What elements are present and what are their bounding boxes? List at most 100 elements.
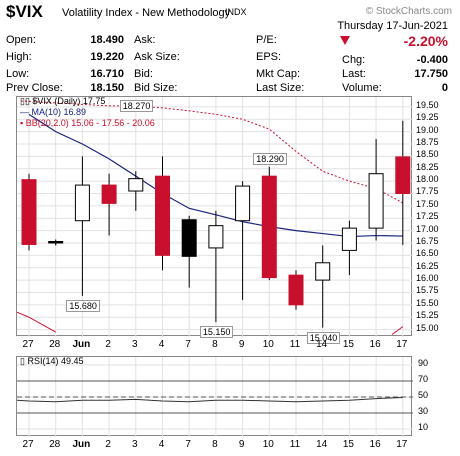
chg-label: Chg: [342, 54, 366, 66]
price-legend: ▯▯ $VIX (Daily) 17.75 [20, 96, 105, 107]
quote-date: Thursday 17-Jun-2021 [337, 20, 448, 32]
x-tick-label: 17 [396, 339, 408, 350]
price-y-tick-label: 15.25 [416, 310, 439, 321]
bb-legend-text: BB(20,2.0) 15.06 - 17.56 - 20.06 [25, 118, 155, 128]
x-tick-label: 16 [369, 439, 381, 450]
x-tick-label: 2 [105, 339, 111, 350]
candle-body [101, 184, 117, 204]
x-tick-label: 4 [158, 339, 165, 350]
rsi-line [17, 396, 403, 403]
x-tick-label: 16 [369, 339, 381, 350]
price-y-tick-label: 17.25 [416, 211, 439, 222]
volume-label: Volume: [342, 82, 382, 94]
down-arrow-icon [340, 36, 350, 45]
price-y-tick-label: 17.00 [416, 223, 439, 234]
rsi-y-tick-label: 50 [418, 390, 429, 400]
price-y-tick-label: 15.50 [416, 297, 439, 308]
open-label: Open: [6, 34, 36, 46]
open-value: 18.490 [90, 34, 124, 46]
candle-body [261, 175, 277, 279]
eps-label: EPS: [256, 51, 282, 63]
candle-body [128, 178, 144, 192]
low-label: Low: [6, 68, 30, 80]
last-value: 17.750 [414, 68, 448, 80]
x-tick-label: 10 [262, 339, 274, 350]
price-annotation: 18.270 [119, 99, 154, 112]
last-label: Last: [342, 68, 366, 80]
price-annotation: 15.150 [199, 326, 234, 339]
symbol-title: $VIX [6, 2, 43, 21]
rsi-svg [17, 357, 413, 437]
rsi-y-tick-label: 30 [418, 406, 429, 416]
x-tick-label: 3 [132, 339, 138, 350]
candle-body [74, 184, 90, 222]
candle-body [208, 225, 224, 249]
x-tick-label: 3 [132, 439, 138, 450]
candle-body [21, 179, 37, 245]
price-y-tick-label: 16.00 [416, 273, 439, 284]
x-tick-label: 8 [212, 339, 218, 350]
bollinger-upper-band [20, 100, 404, 204]
ask-size-label: Ask Size: [134, 51, 180, 63]
low-value: 16.710 [90, 68, 124, 80]
price-chart[interactable]: ▯▯ $VIX (Daily) 17.75 — MA(10) 16.89 ▪ B… [16, 96, 413, 344]
candle-body [288, 274, 304, 306]
price-y-tick-label: 18.50 [416, 149, 439, 160]
bollinger-lower-band-right [391, 326, 404, 335]
ma-legend-text: MA(10) 16.89 [31, 107, 87, 117]
x-tick-label: 8 [212, 439, 218, 450]
ask-label: Ask: [134, 34, 156, 46]
bollinger-lower-band-left [17, 311, 56, 333]
x-tick-label: Jun [72, 339, 91, 350]
quote-panel: Thursday 17-Jun-2021 -2.20% Open: 18.490… [6, 20, 454, 96]
x-tick-label: 28 [49, 439, 61, 450]
price-y-tick-label: 18.00 [416, 174, 439, 185]
chg-value: -0.400 [416, 54, 448, 66]
price-annotation: 15.040 [306, 331, 341, 344]
x-tick-label: 10 [262, 439, 274, 450]
x-tick-label: 15 [342, 339, 354, 350]
chart-header: $VIX Volatility Index - New Methodology … [6, 2, 454, 22]
volume-value: 0 [441, 82, 448, 94]
change-percent: -2.20% [403, 33, 448, 49]
rsi-panel[interactable]: ▯ RSI(14) 49.45 [16, 356, 413, 437]
x-tick-label: 14 [316, 339, 328, 350]
x-tick-label: 9 [238, 339, 245, 350]
x-tick-label: 27 [22, 339, 34, 350]
high-label: High: [6, 51, 32, 63]
ma-legend: — MA(10) 16.89 [20, 107, 87, 117]
price-y-tick-label: 18.75 [416, 137, 439, 147]
candle-legend-icon: ▯▯ [20, 96, 33, 106]
candle-body [235, 185, 251, 222]
candle-body [315, 262, 331, 281]
rsi-legend-text: RSI(14) 49.45 [27, 356, 84, 366]
prev-close-label: Prev Close: [6, 82, 63, 94]
rsi-legend-icon: ▯ [20, 356, 28, 366]
price-y-tick-label: 16.75 [416, 235, 439, 246]
candle-body [368, 173, 384, 229]
candle-body [155, 175, 170, 256]
x-tick-label: 7 [185, 439, 191, 450]
candle-body [48, 240, 64, 244]
bb-legend: ▪ BB(20,2.0) 15.06 - 17.56 - 20.06 [20, 118, 155, 128]
price-chart-svg [17, 97, 413, 337]
exchange-label: INDX [225, 7, 247, 17]
security-name: Volatility Index - New Methodology [62, 7, 231, 19]
price-y-tick-label: 17.75 [416, 186, 439, 197]
price-annotation: 18.290 [253, 152, 287, 165]
rsi-y-tick-label: 90 [418, 358, 429, 368]
candle-body [341, 227, 357, 251]
price-y-tick-label: 18.25 [416, 161, 439, 172]
bid-size-label: Bid Size: [134, 82, 178, 94]
price-y-tick-label: 15.75 [416, 285, 439, 296]
stockcharts-logo[interactable]: © StockCharts.com [365, 6, 452, 17]
candle-body [181, 219, 197, 257]
mkt-cap-label: Mkt Cap: [256, 68, 301, 80]
x-tick-label: 2 [105, 439, 111, 450]
price-y-tick-label: 17.50 [416, 198, 439, 209]
x-tick-label: 9 [238, 439, 245, 450]
price-y-tick-label: 15.00 [416, 322, 439, 333]
x-tick-label: 15 [342, 439, 354, 450]
x-tick-label: 28 [49, 339, 61, 350]
price-annotation: 15.680 [66, 299, 100, 312]
